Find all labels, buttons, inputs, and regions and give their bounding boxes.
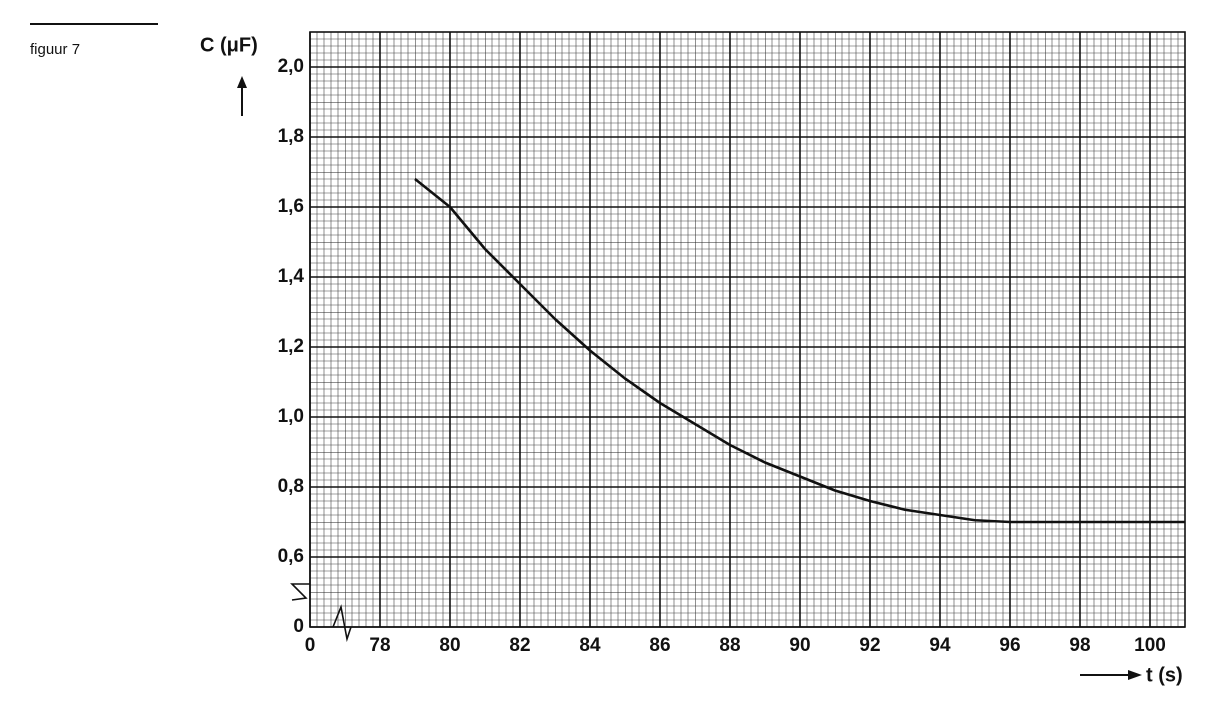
- x-axis-label: t (s): [1146, 664, 1183, 686]
- x-tick-label: 100: [1134, 635, 1166, 656]
- x-tick-label: 86: [649, 635, 670, 656]
- y-tick-label: 0,6: [278, 546, 304, 567]
- y-tick-label: 0,8: [278, 476, 304, 497]
- x-tick-label: 78: [369, 635, 390, 656]
- graph-paper: [310, 32, 1185, 627]
- y-tick-label: 1,8: [278, 126, 304, 147]
- y-tick-label: 1,6: [278, 196, 304, 217]
- x-tick-label: 82: [509, 635, 530, 656]
- x-arrow-head: [1128, 670, 1142, 680]
- x-tick-label: 98: [1069, 635, 1090, 656]
- y-tick-label: 1,2: [278, 336, 304, 357]
- x-tick-label: 90: [789, 635, 810, 656]
- y-tick-label: 1,0: [278, 406, 304, 427]
- y-tick-label: 1,4: [278, 266, 305, 287]
- figure-label: figuur 7: [30, 41, 80, 58]
- plot: 0 0,6 0,8 1,0 1,2 1,4 1,6 1,8 2,0 0 78 80 82 84 86 88 90…: [278, 31, 1186, 656]
- x-tick-label: 88: [719, 635, 740, 656]
- x-tick-label: 0: [305, 635, 316, 656]
- x-tick-label: 94: [929, 635, 951, 656]
- y-tick-label: 0: [293, 616, 304, 637]
- y-axis-label: C (μF): [200, 34, 258, 56]
- data-line: [414, 177, 1185, 524]
- y-arrow-head: [237, 76, 247, 88]
- x-tick-label: 84: [579, 635, 601, 656]
- y-tick-label: 2,0: [278, 56, 304, 77]
- x-axis-break: [332, 604, 352, 643]
- x-tick-label: 96: [999, 635, 1020, 656]
- x-tick-label: 92: [859, 635, 880, 656]
- y-axis-break: [290, 583, 310, 601]
- x-tick-label: 80: [439, 635, 460, 656]
